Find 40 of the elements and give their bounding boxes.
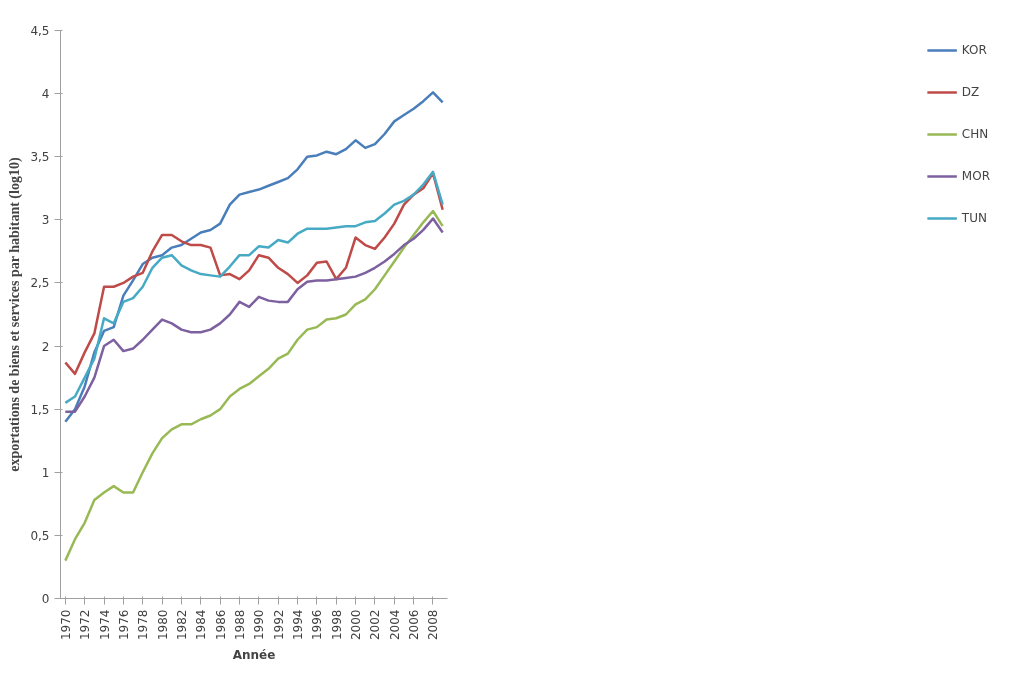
x-tick-label: 1976 (116, 609, 131, 641)
line-series (64, 91, 444, 424)
x-tick-label: 1986 (213, 609, 228, 641)
y-tick-label: 1 (41, 465, 50, 480)
legend-label: DZ (961, 85, 981, 99)
y-tick-label: 2,5 (30, 276, 50, 291)
x-tick-label: 1974 (97, 609, 112, 641)
legend-label: CHN (961, 127, 989, 141)
y-axis-title: exportations de biens et services par habitant (log10) (7, 157, 24, 472)
line-series (64, 209, 444, 562)
x-tick-label: 2000 (349, 609, 364, 641)
y-tick-label: 1,5 (30, 402, 50, 417)
legend-label: TUN (961, 211, 987, 225)
x-tick-label: 1978 (136, 609, 151, 641)
x-tick-label: 1970 (58, 609, 73, 641)
y-tick-label: 4,5 (30, 24, 50, 38)
legend-label: MOR (961, 169, 990, 183)
x-tick-label: 1998 (329, 609, 344, 641)
y-tick-label: 4 (41, 87, 50, 102)
x-axis-title: Année (232, 648, 276, 663)
x-tick-label: 1996 (310, 609, 325, 641)
y-tick-label: 0,5 (30, 528, 50, 543)
x-tick-label: 1984 (194, 609, 209, 641)
x-tick-label: 1994 (291, 609, 306, 641)
x-tick-label: 1990 (252, 609, 267, 641)
x-tick-label: 1972 (78, 609, 93, 641)
x-tick-label: 2004 (387, 609, 402, 641)
x-tick-label: 2002 (368, 609, 383, 641)
x-tick-label: 2008 (426, 609, 441, 641)
x-tick-label: 2006 (407, 609, 422, 641)
x-tick-label: 1980 (155, 609, 170, 641)
x-tick-label: 1992 (271, 609, 286, 641)
x-tick-label: 1988 (232, 609, 247, 641)
x-tick-label: 1982 (174, 609, 189, 641)
y-tick-label: 3,5 (30, 150, 50, 165)
y-tick-label: 0 (41, 592, 50, 606)
y-tick-label: 2 (41, 339, 50, 354)
legend-label: KOR (961, 43, 987, 57)
y-tick-label: 3 (41, 213, 50, 228)
line-series (64, 217, 444, 413)
